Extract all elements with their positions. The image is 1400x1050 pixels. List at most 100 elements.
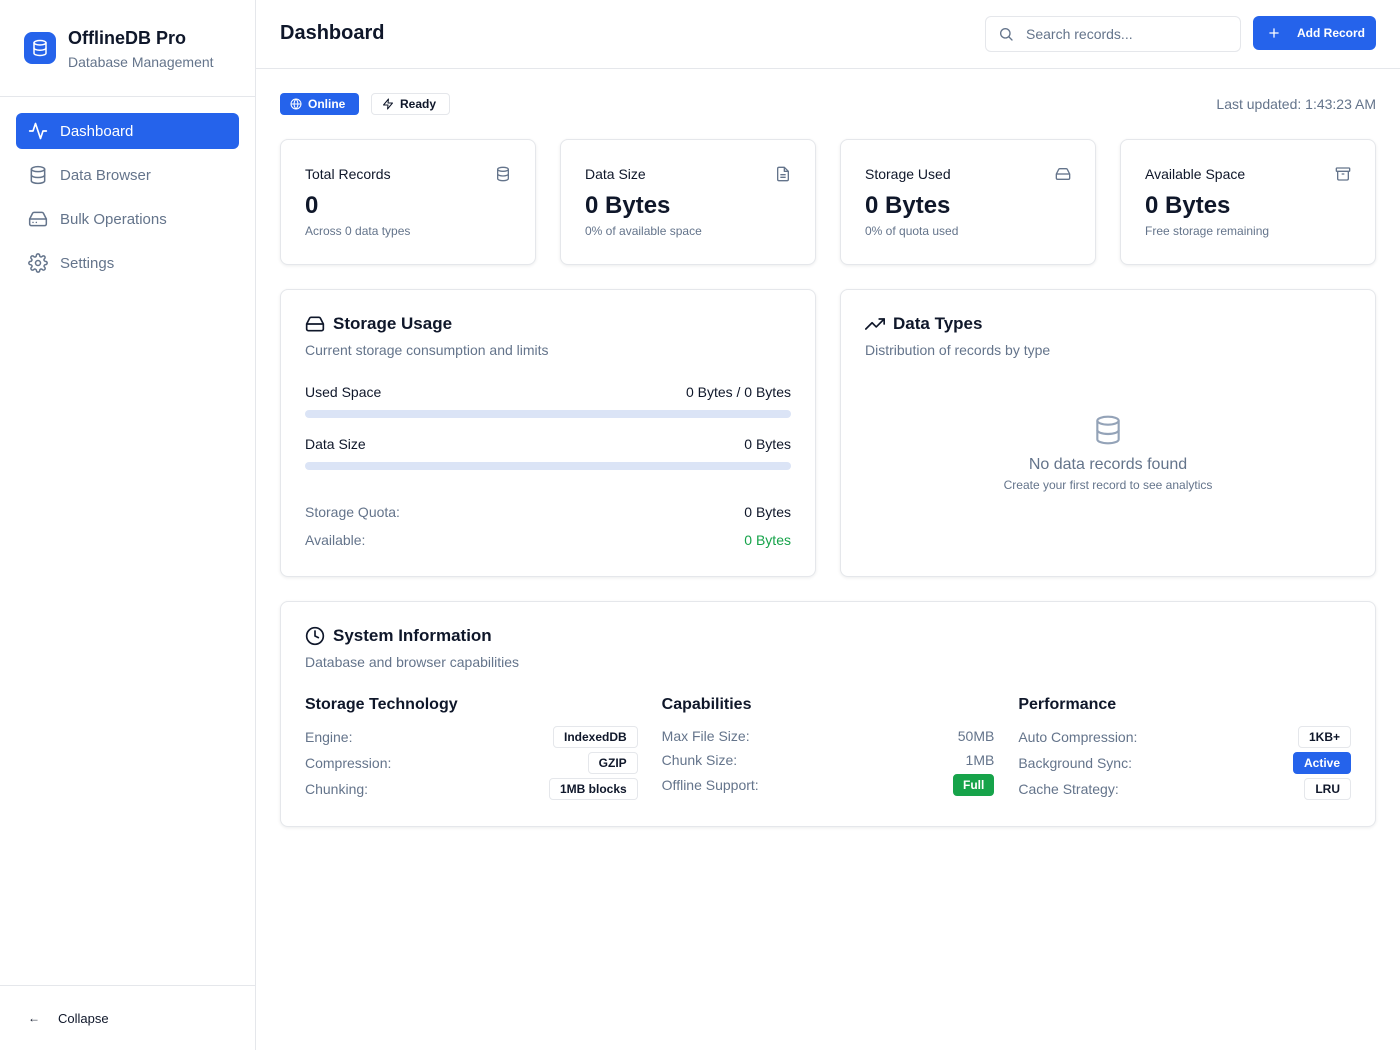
trending-up-icon — [865, 318, 885, 330]
stat-desc: Across 0 data types — [305, 224, 411, 238]
add-record-button[interactable]: Add Record — [1253, 16, 1376, 50]
engine-badge: IndexedDB — [552, 726, 638, 748]
collapse-label: Collapse — [58, 1010, 109, 1026]
background-sync-label: Background Sync: — [1018, 755, 1132, 771]
data-size-label: Data Size — [305, 436, 366, 452]
sidebar-item-bulk-operations[interactable]: Bulk Operations — [16, 201, 239, 237]
gear-icon — [28, 253, 48, 273]
sidebar: OfflineDB Pro Database Management Dashbo… — [0, 0, 256, 1050]
storage-technology-column: Storage Technology Engine: IndexedDB Com… — [305, 696, 638, 802]
engine-row: Engine: IndexedDB — [305, 724, 638, 750]
search-input[interactable] — [1026, 26, 1226, 42]
empty-title: No data records found — [1028, 456, 1188, 473]
clock-icon — [305, 626, 325, 646]
chunking-label: Chunking: — [305, 781, 369, 797]
top-header: Dashboard Add Record — [256, 0, 1400, 69]
sidebar-item-label: Dashboard — [60, 122, 134, 140]
database-icon — [30, 165, 46, 185]
sidebar-item-data-browser[interactable]: Data Browser — [16, 157, 239, 193]
chunk-size-row: Chunk Size: 1MB — [662, 748, 995, 772]
stat-title: Available Space — [1145, 166, 1246, 182]
stat-value: 0 Bytes — [1145, 192, 1231, 219]
data-size-value: 0 Bytes — [744, 436, 791, 452]
card-title: Data Types — [893, 314, 983, 333]
offline-support-row: Offline Support: Full — [662, 772, 995, 798]
sidebar-item-dashboard[interactable]: Dashboard — [16, 113, 239, 149]
stats-row: Total Records 0 Across 0 data types Data… — [280, 139, 1376, 289]
card-subtitle: Current storage consumption and limits — [305, 342, 549, 358]
brand: OfflineDB Pro Database Management — [0, 0, 255, 97]
max-file-size-label: Max File Size: — [661, 728, 750, 744]
ready-badge: Ready — [371, 93, 450, 115]
max-file-size-row: Max File Size: 50MB — [662, 724, 995, 748]
hard-drive-icon — [305, 316, 325, 332]
stat-title: Data Size — [585, 166, 646, 182]
collapse-button[interactable]: ← Collapse — [0, 985, 255, 1050]
column-title: Storage Technology — [305, 696, 458, 713]
available-value: 0 Bytes — [744, 532, 791, 548]
auto-compression-row: Auto Compression: 1KB+ — [1018, 724, 1352, 750]
file-icon — [777, 166, 789, 182]
system-information-card: System Information Database and browser … — [280, 601, 1376, 827]
last-updated: Last updated: 1:43:23 AM — [1216, 96, 1376, 112]
sidebar-item-label: Data Browser — [60, 166, 151, 184]
stat-desc: 0% of available space — [585, 224, 702, 238]
quota-label: Storage Quota: — [305, 504, 400, 520]
card-title: Storage Usage — [333, 314, 453, 333]
data-size-progress — [305, 462, 791, 470]
online-label: Online — [308, 97, 346, 111]
used-space-row: Used Space 0 Bytes / 0 Bytes — [305, 384, 791, 400]
add-record-label: Add Record — [1297, 26, 1366, 40]
compression-badge: GZIP — [587, 752, 638, 774]
search-icon — [1000, 28, 1013, 41]
database-icon — [1096, 415, 1120, 445]
offline-support-label: Offline Support: — [661, 777, 759, 793]
engine-label: Engine: — [305, 729, 353, 745]
activity-icon — [28, 122, 48, 140]
stat-value: 0 — [305, 192, 319, 219]
quota-value: 0 Bytes — [744, 504, 791, 520]
database-logo-icon — [24, 32, 56, 64]
stat-desc: 0% of quota used — [865, 224, 959, 238]
chunking-row: Chunking: 1MB blocks — [305, 776, 638, 802]
stat-value: 0 Bytes — [585, 192, 671, 219]
hard-drive-icon — [1055, 168, 1071, 180]
performance-column: Performance Auto Compression: 1KB+ Backg… — [1018, 696, 1352, 802]
ready-label: Ready — [400, 97, 437, 111]
status-row: Online Ready Last updated: 1:43:23 AM — [280, 69, 1376, 139]
data-types-card: Data Types Distribution of records by ty… — [840, 289, 1376, 577]
chunk-size-label: Chunk Size: — [661, 752, 738, 768]
used-space-progress — [305, 410, 791, 418]
compression-label: Compression: — [305, 755, 392, 771]
auto-compression-label: Auto Compression: — [1018, 729, 1138, 745]
max-file-size-value: 50MB — [957, 728, 995, 744]
stat-title: Total Records — [305, 166, 391, 182]
app-subtitle: Database Management — [68, 54, 214, 70]
hard-drive-icon — [28, 211, 48, 227]
storage-usage-card: Storage Usage Current storage consumptio… — [280, 289, 816, 577]
chunk-size-value: 1MB — [965, 752, 995, 768]
page-title: Dashboard — [280, 22, 385, 44]
stat-card-storage-used: Storage Used 0 Bytes 0% of quota used — [840, 139, 1096, 265]
available-row: Available: 0 Bytes — [305, 532, 791, 548]
empty-subtitle: Create your first record to see analytic… — [1003, 478, 1213, 492]
data-size-row: Data Size 0 Bytes — [305, 436, 791, 452]
offline-support-badge: Full — [953, 774, 995, 796]
zap-icon — [383, 98, 393, 110]
used-space-value: 0 Bytes / 0 Bytes — [685, 384, 791, 400]
compression-row: Compression: GZIP — [305, 750, 638, 776]
app-title: OfflineDB Pro — [68, 28, 187, 48]
column-title: Capabilities — [661, 696, 752, 713]
sidebar-item-label: Bulk Operations — [60, 210, 167, 228]
database-icon — [497, 166, 509, 182]
background-sync-badge: Active — [1292, 752, 1352, 774]
quota-row: Storage Quota: 0 Bytes — [305, 504, 791, 520]
sidebar-item-label: Settings — [60, 254, 115, 272]
cache-strategy-badge: LRU — [1304, 778, 1352, 800]
plus-icon — [1269, 28, 1279, 38]
search-box[interactable] — [985, 16, 1241, 52]
column-title: Performance — [1018, 696, 1117, 713]
sidebar-item-settings[interactable]: Settings — [16, 245, 239, 281]
archive-icon — [1335, 167, 1351, 181]
main-content: Online Ready Last updated: 1:43:23 AM To… — [280, 69, 1376, 827]
